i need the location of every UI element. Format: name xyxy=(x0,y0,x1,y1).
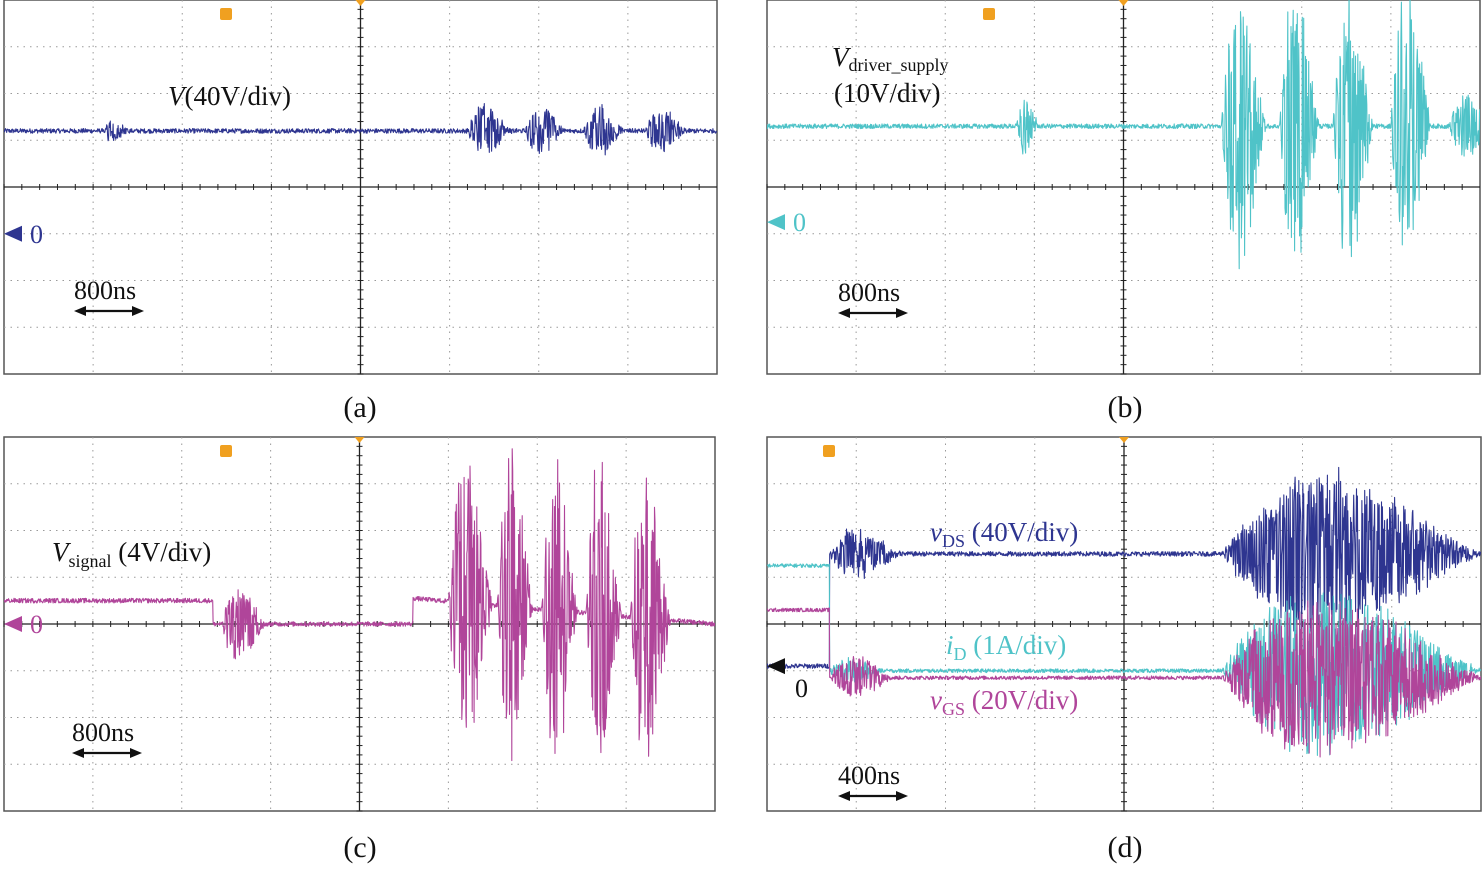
time-scale-label-b: 800ns xyxy=(838,278,900,307)
time-scale-label-a: 800ns xyxy=(74,276,136,305)
trigger-marker-icon xyxy=(823,445,835,457)
panel-a: 0 V(40V/div) 800ns (a) xyxy=(3,0,718,424)
zero-level-label: 0 xyxy=(30,220,43,249)
arrow-left-icon xyxy=(838,308,850,318)
trace-label-vdriver-supply: Vdriver_supply xyxy=(832,42,948,75)
plot-area-d: 0 xyxy=(766,436,1482,812)
zero-level-marker-icon xyxy=(4,616,22,632)
caption-c: (c) xyxy=(343,831,376,864)
arrow-left-icon xyxy=(72,748,84,758)
trigger-marker-icon xyxy=(220,8,232,20)
zero-level-marker-icon xyxy=(4,225,22,242)
trigger-marker-icon xyxy=(220,445,232,457)
trace-v xyxy=(4,103,717,156)
panel-b: 0 Vdriver_supply (10V/div) 800ns (b) xyxy=(766,0,1481,424)
zero-level-label: 0 xyxy=(795,674,808,703)
trigger-position-icon xyxy=(354,437,365,443)
traces-a xyxy=(4,103,717,156)
trace-vds xyxy=(767,466,1481,669)
zero-level-label: 0 xyxy=(793,208,806,237)
arrow-right-icon xyxy=(130,748,142,758)
traces-d xyxy=(767,466,1481,758)
plot-area-a: 0 xyxy=(3,0,718,375)
time-scale-arrow-a xyxy=(74,306,144,316)
trace-label-v: V(40V/div) xyxy=(168,81,291,111)
plot-area-c: 0 xyxy=(3,436,716,812)
trace-scale-vdriver-supply: (10V/div) xyxy=(834,78,940,108)
caption-a: (a) xyxy=(343,391,376,424)
trigger-position-icon xyxy=(1118,0,1129,6)
arrow-left-icon xyxy=(74,306,86,316)
zero-level-label: 0 xyxy=(30,610,43,639)
arrow-right-icon xyxy=(132,306,144,316)
zero-level-marker-icon xyxy=(767,658,785,675)
trace-vdriver-supply xyxy=(767,0,1480,270)
trace-label-id: iD (1A/div) xyxy=(946,630,1066,664)
zero-level-marker-icon xyxy=(767,214,785,231)
traces-b xyxy=(767,0,1480,270)
trace-label-vsignal: Vsignal (4V/div) xyxy=(52,537,211,571)
arrow-left-icon xyxy=(838,791,850,801)
time-scale-arrow-d xyxy=(838,791,908,801)
trace-vsignal xyxy=(4,448,715,762)
trace-id xyxy=(767,563,1481,756)
time-scale-label-d: 400ns xyxy=(838,761,900,790)
trigger-position-icon xyxy=(355,0,366,6)
trace-label-vgs: vGS (20V/div) xyxy=(930,685,1078,719)
caption-b: (b) xyxy=(1108,391,1143,424)
traces-c xyxy=(4,448,715,762)
trace-vgs xyxy=(767,600,1481,758)
panel-c: 0 Vsignal (4V/div) 800ns (c) xyxy=(3,436,716,864)
time-scale-arrow-c xyxy=(72,748,142,758)
trigger-position-icon xyxy=(1119,437,1129,443)
arrow-right-icon xyxy=(896,791,908,801)
trace-label-vds: vDS (40V/div) xyxy=(930,517,1078,551)
trigger-marker-icon xyxy=(983,8,995,20)
caption-d: (d) xyxy=(1108,831,1143,864)
time-scale-label-c: 800ns xyxy=(72,718,134,747)
arrow-right-icon xyxy=(896,308,908,318)
time-scale-arrow-b xyxy=(838,308,908,318)
plot-area-b: 0 xyxy=(766,0,1481,375)
panel-d: 0 vDS (40V/div) iD (1A/div) vGS (20V/div… xyxy=(766,436,1482,864)
